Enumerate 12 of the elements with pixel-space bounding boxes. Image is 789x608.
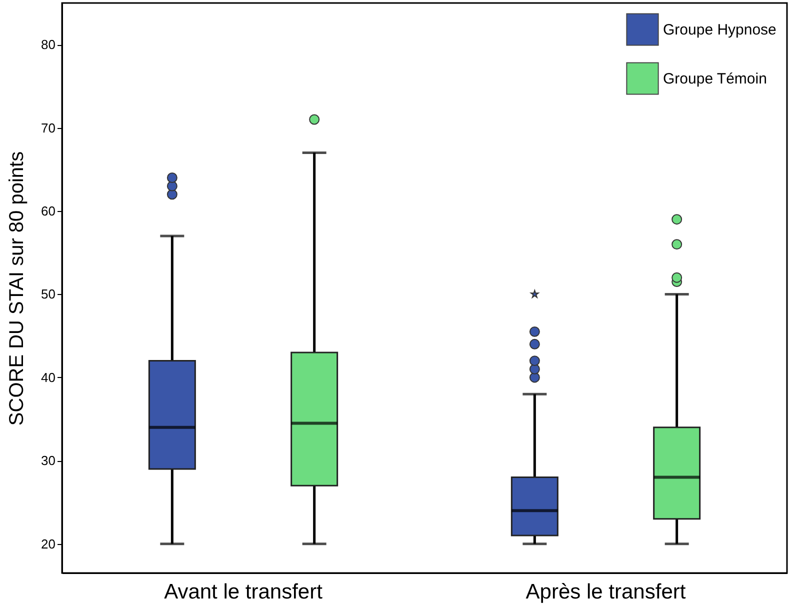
y-tick-label: 70 xyxy=(41,120,56,136)
y-tick-label: 30 xyxy=(41,453,56,468)
legend-label: Groupe Hypnose xyxy=(663,22,776,38)
x-tick-label: Après le transfert xyxy=(526,580,686,604)
x-tick-label: Avant le transfert xyxy=(164,580,323,604)
y-tick-label: 50 xyxy=(41,286,56,302)
legend-label: Groupe Témoin xyxy=(663,70,767,88)
y-tick-label: 40 xyxy=(41,370,56,385)
y-axis-title: SCORE DU STAI sur 80 points xyxy=(6,151,28,426)
y-tick-label: 20 xyxy=(41,536,56,552)
y-tick-label: 60 xyxy=(41,204,56,219)
y-tick-label: 80 xyxy=(41,37,56,52)
